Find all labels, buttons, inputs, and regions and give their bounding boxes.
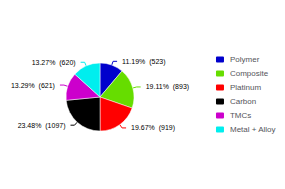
svg-text:13.29% (621): 13.29% (621) [11, 82, 55, 90]
svg-text:Carbon: Carbon [230, 97, 256, 106]
svg-text:13.27% (620): 13.27% (620) [32, 59, 76, 67]
svg-text:Platinum: Platinum [230, 83, 261, 92]
svg-text:23.48% (1097): 23.48% (1097) [18, 122, 66, 130]
svg-text:TMCs: TMCs [230, 111, 251, 120]
svg-text:11.19% (523): 11.19% (523) [122, 58, 165, 66]
svg-text:19.11% (893): 19.11% (893) [146, 83, 189, 91]
svg-text:Polymer: Polymer [230, 55, 260, 64]
svg-text:Metal + Alloy: Metal + Alloy [230, 125, 276, 134]
svg-text:19.67% (919): 19.67% (919) [131, 124, 175, 132]
svg-text:Composite: Composite [230, 69, 269, 78]
